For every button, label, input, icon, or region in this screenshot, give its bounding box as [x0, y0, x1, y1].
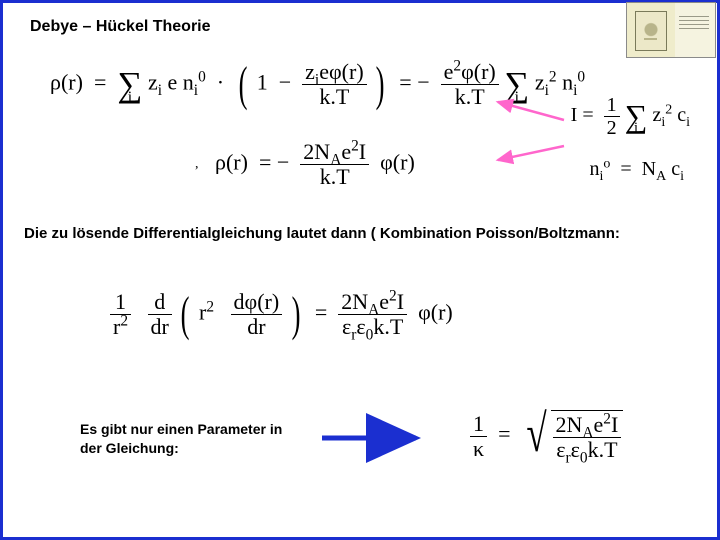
body-text-poisson-boltzmann: Die zu lösende Differentialgleichung lau…: [24, 225, 620, 242]
eq-n0: nio = NA ci: [589, 158, 684, 181]
body-text-one-parameter: Es gibt nur einen Parameter in der Gleic…: [80, 420, 282, 458]
arrow-to-kappa: [320, 428, 430, 448]
arrow-to-ionic-strength: [496, 110, 566, 112]
eq-rho-simplified: , ρ(r) = − 2NAe2I k.T φ(r): [195, 140, 415, 189]
body-text-one-parameter-l1: Es gibt nur einen Parameter in: [80, 420, 282, 439]
sum-symbol-2: ∑i: [504, 74, 529, 95]
eq-kappa: 1 κ = √ 2NAe2I εrε0k.T: [470, 410, 623, 462]
slide-title: Debye – Hückel Theorie: [30, 18, 211, 36]
eq-ionic-strength: I = 1 2 ∑i zi2 ci: [571, 94, 690, 139]
body-text-one-parameter-l2: der Gleichung:: [80, 439, 282, 458]
corner-thumbnail: [626, 2, 716, 58]
eq-differential: 1 r2 d dr ( r2 dφ(r) dr ) = 2NAe2I εrε0k…: [110, 290, 453, 339]
sum-symbol: ∑i: [117, 74, 142, 95]
thumb-text-lines: [679, 13, 709, 32]
thumb-illustration: [635, 11, 667, 51]
arrow-to-n0: [496, 154, 566, 156]
rho-r: ρ(r): [50, 70, 83, 95]
